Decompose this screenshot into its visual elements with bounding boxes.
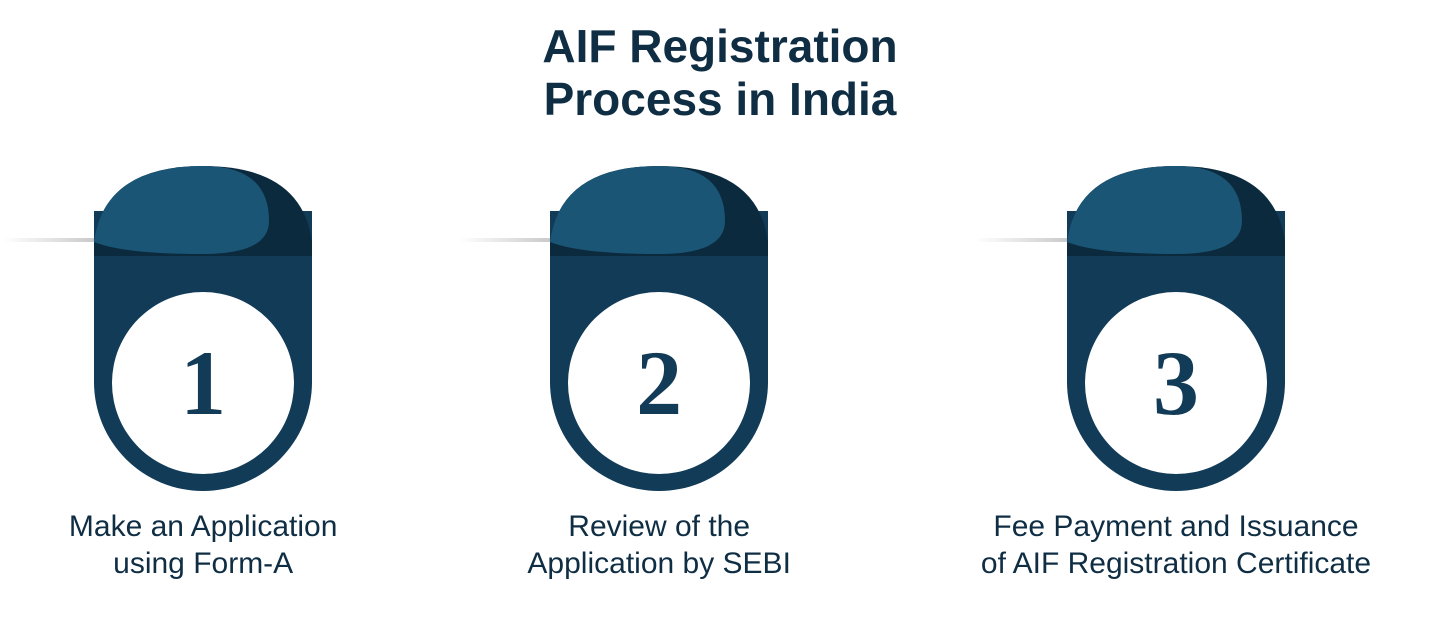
curl-icon: [1067, 166, 1285, 256]
caption-line: Fee Payment and Issuance: [993, 510, 1358, 543]
curl-icon: [94, 166, 312, 256]
badge-circle-2: 2: [568, 292, 750, 474]
title-line2: Process in India: [544, 73, 897, 125]
steps-container: 1 Make an Application using Form-A 2 Rev…: [0, 166, 1440, 583]
step-number-3: 3: [1153, 330, 1199, 436]
step-badge-1: 1: [73, 166, 333, 496]
caption-line: of AIF Registration Certificate: [981, 547, 1371, 580]
step-number-2: 2: [636, 330, 682, 436]
step-3: 3 Fee Payment and Issuance of AIF Regist…: [981, 166, 1371, 583]
step-caption-1: Make an Application using Form-A: [69, 508, 338, 583]
caption-line: Review of the: [568, 510, 750, 543]
curl-icon: [550, 166, 768, 256]
step-caption-2: Review of the Application by SEBI: [527, 508, 790, 583]
badge-circle-3: 3: [1085, 292, 1267, 474]
step-badge-3: 3: [1046, 166, 1306, 496]
step-caption-3: Fee Payment and Issuance of AIF Registra…: [981, 508, 1371, 583]
step-2: 2 Review of the Application by SEBI: [527, 166, 790, 583]
title-line1: AIF Registration: [542, 20, 897, 72]
step-number-1: 1: [180, 330, 226, 436]
step-badge-2: 2: [529, 166, 789, 496]
step-1: 1 Make an Application using Form-A: [69, 166, 338, 583]
page-title: AIF Registration Process in India: [0, 0, 1440, 126]
caption-line: using Form-A: [113, 547, 293, 580]
caption-line: Make an Application: [69, 510, 338, 543]
caption-line: Application by SEBI: [527, 547, 790, 580]
badge-circle-1: 1: [112, 292, 294, 474]
